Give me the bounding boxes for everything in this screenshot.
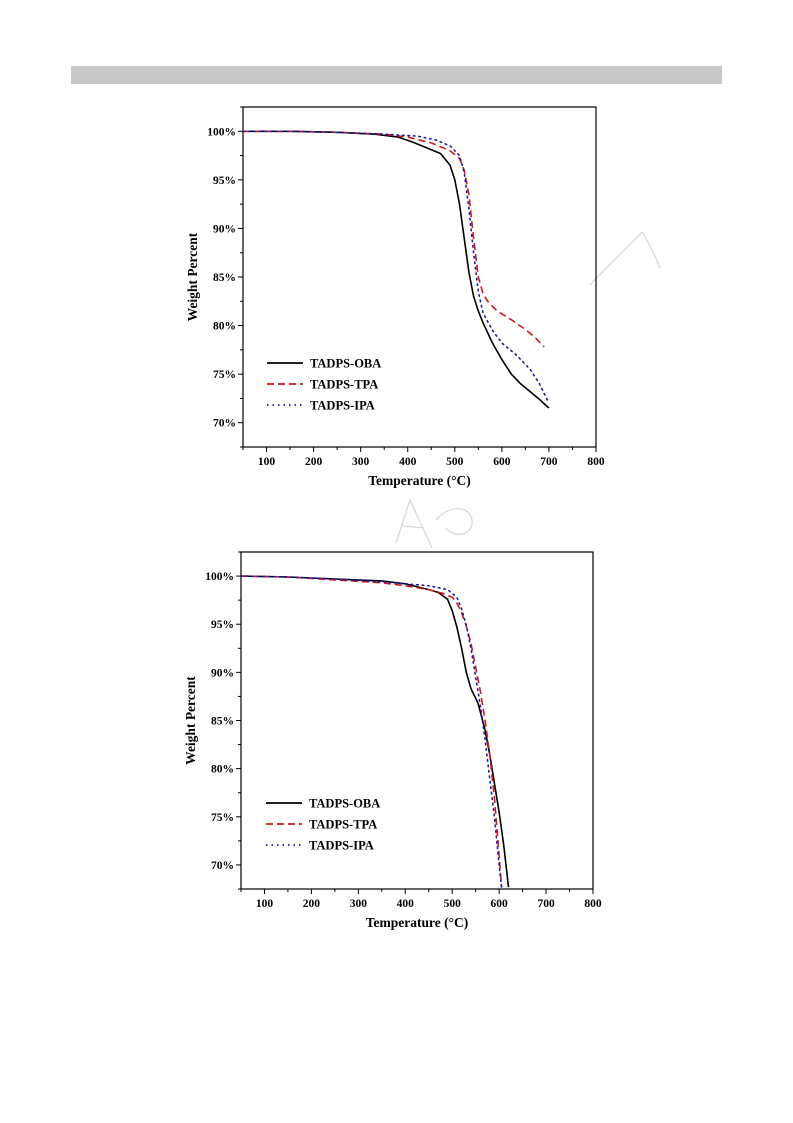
x-tick-label: 100 xyxy=(256,898,274,910)
series-line-tadps-oba xyxy=(241,575,510,888)
legend-label: TADPS-TPA xyxy=(309,818,377,832)
x-tick-label: 100 xyxy=(258,456,276,468)
y-tick-label: 90% xyxy=(213,223,236,235)
x-axis-label: Temperature (°C) xyxy=(366,915,469,930)
series-line-tadps-ipa xyxy=(241,575,503,888)
x-tick-label: 300 xyxy=(352,456,370,468)
series-line-tadps-tpa xyxy=(243,130,545,348)
y-tick-label: 95% xyxy=(213,175,236,187)
y-tick-label: 85% xyxy=(213,272,236,284)
legend-label: TADPS-OBA xyxy=(310,357,381,371)
x-tick-label: 800 xyxy=(584,898,602,910)
series-line-tadps-ipa xyxy=(243,130,550,405)
tga-chart-1: 100 200 300 400 500 600 700 800 70% 75% 80% 85% 90% 9… xyxy=(185,106,605,488)
plot-frame xyxy=(240,551,594,890)
y-tick-label: 70% xyxy=(211,860,234,872)
y-tick-label: 70% xyxy=(213,418,236,430)
y-tick-label: 100% xyxy=(205,571,234,583)
y-tick-label: 75% xyxy=(211,812,234,824)
x-tick-label: 200 xyxy=(303,898,321,910)
y-tick-label: 85% xyxy=(211,716,234,728)
y-tick-label: 95% xyxy=(211,619,234,631)
y-axis-label: Weight Percent xyxy=(183,676,198,765)
y-tick-label: 75% xyxy=(213,369,236,381)
legend-label: TADPS-TPA xyxy=(310,378,378,392)
plot-frame xyxy=(242,106,597,448)
x-tick-label: 700 xyxy=(540,456,558,468)
x-tick-label: 500 xyxy=(444,898,462,910)
x-tick-label: 800 xyxy=(587,456,605,468)
series-line-tadps-tpa xyxy=(241,575,503,888)
y-tick-label: 90% xyxy=(211,667,234,679)
y-tick-label: 100% xyxy=(207,126,236,138)
x-tick-label: 300 xyxy=(350,898,368,910)
x-tick-label: 700 xyxy=(537,898,555,910)
y-axis-label: Weight Percent xyxy=(185,232,200,321)
x-tick-label: 500 xyxy=(446,456,464,468)
legend-label: TADPS-IPA xyxy=(309,839,374,853)
tga-chart-2: 100 200 300 400 500 600 700 800 70% 75% 80% 85% 90% 9… xyxy=(183,551,602,930)
page-header-bar xyxy=(71,66,722,84)
x-axis-label: Temperature (°C) xyxy=(368,473,471,488)
x-tick-label: 400 xyxy=(399,456,417,468)
legend-label: TADPS-IPA xyxy=(310,399,375,413)
x-tick-label: 400 xyxy=(397,898,415,910)
y-tick-label: 80% xyxy=(211,764,234,776)
series-line-tadps-oba xyxy=(243,130,550,409)
legend-label: TADPS-OBA xyxy=(309,797,380,811)
x-tick-label: 600 xyxy=(491,898,509,910)
x-tick-label: 200 xyxy=(305,456,323,468)
y-tick-label: 80% xyxy=(213,321,236,333)
x-tick-label: 600 xyxy=(493,456,511,468)
